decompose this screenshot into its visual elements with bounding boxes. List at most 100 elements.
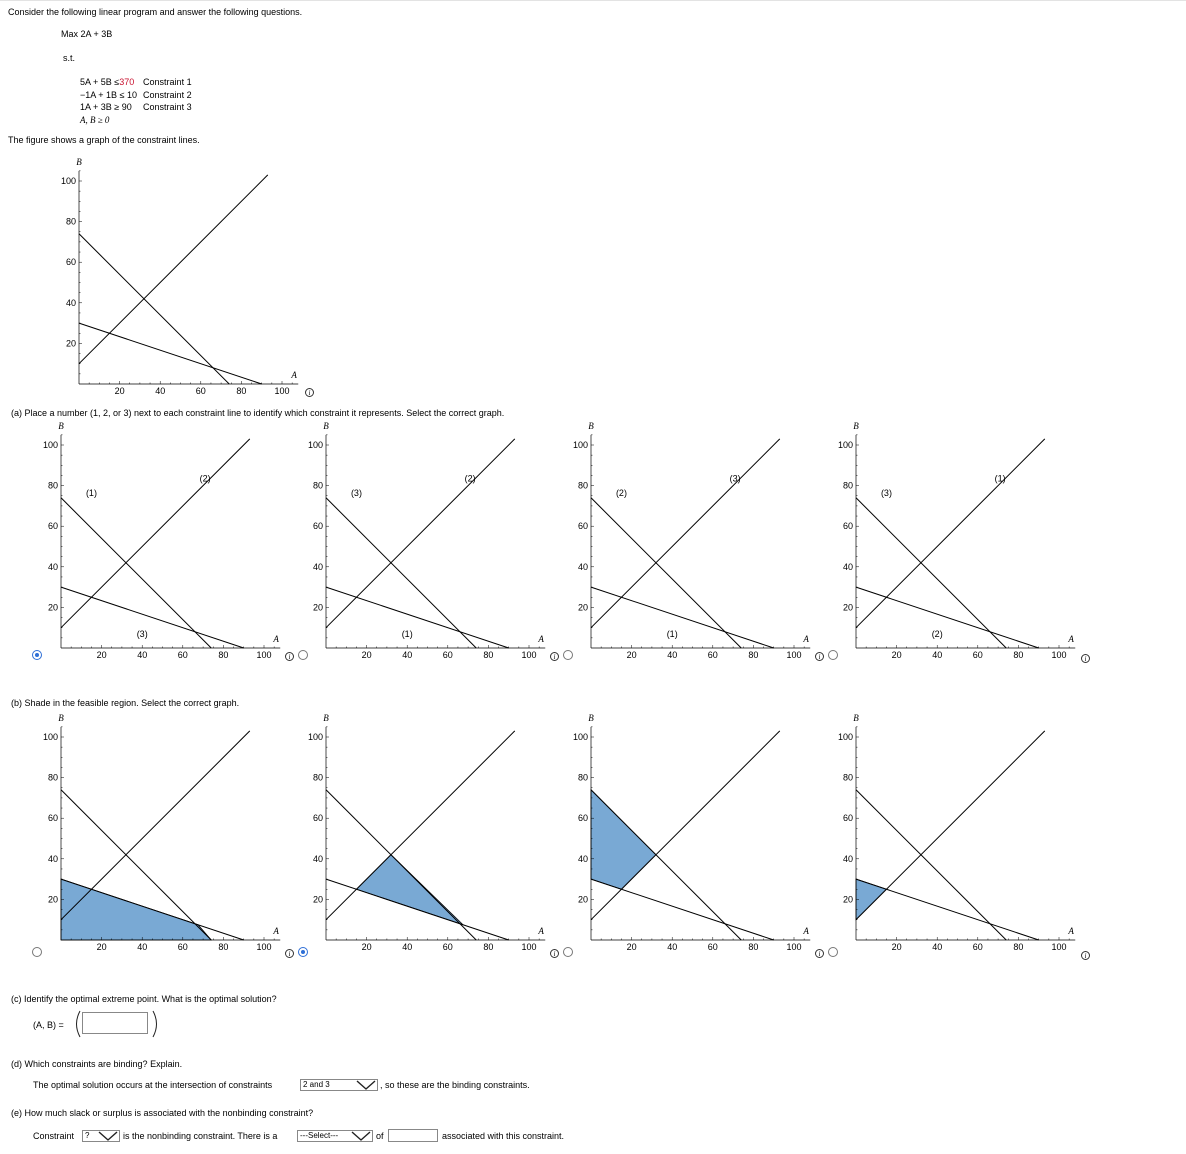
x-tick-label: 80 bbox=[483, 942, 493, 952]
part-b-graph-2: 20 40 60 80 100 100 80 60 40 20 A B bbox=[308, 713, 546, 952]
y-tick-label: 100 bbox=[838, 732, 853, 742]
x-tick-label: 100 bbox=[1051, 942, 1066, 952]
y-tick-label: 80 bbox=[578, 773, 588, 783]
y-tick-label: 40 bbox=[313, 854, 323, 864]
part-d-suffix: , so these are the binding constraints. bbox=[380, 1080, 530, 1090]
part-a-option-1-radio[interactable] bbox=[32, 650, 42, 660]
part-b-option-1-radio[interactable] bbox=[32, 947, 42, 957]
part-a-option-2-radio[interactable] bbox=[298, 650, 308, 660]
part-b-option-2-radio[interactable] bbox=[298, 947, 308, 957]
part-b-option-4-radio[interactable] bbox=[828, 947, 838, 957]
constraint-2-line bbox=[590, 438, 781, 629]
constraint-3-line bbox=[855, 878, 1039, 941]
y-tick-label: 60 bbox=[843, 813, 853, 823]
y-tick-label: 20 bbox=[843, 602, 853, 612]
y-tick-label: 20 bbox=[313, 894, 323, 904]
constraints-table: 5A + 5B ≤370 Constraint 1 −1A + 1B ≤ 10 … bbox=[80, 76, 198, 126]
x-tick-label: 60 bbox=[708, 650, 718, 660]
solution-input[interactable] bbox=[82, 1012, 148, 1034]
y-tick-label: 20 bbox=[578, 894, 588, 904]
nonbinding-constraint-select[interactable]: ? bbox=[82, 1130, 120, 1142]
constraint-2-line bbox=[855, 438, 1046, 629]
part-b-option-3-radio[interactable] bbox=[563, 947, 573, 957]
y-tick-label: 100 bbox=[61, 176, 76, 186]
constraint-3-line bbox=[78, 322, 262, 385]
y-tick-label: 20 bbox=[578, 602, 588, 612]
constraint-1-line bbox=[60, 789, 212, 941]
objective: Max 2A + 3B bbox=[61, 29, 113, 39]
x-tick-label: 40 bbox=[667, 942, 677, 952]
y-tick-label: 80 bbox=[48, 773, 58, 783]
y-axis-label: B bbox=[853, 421, 859, 431]
info-icon[interactable]: i bbox=[1081, 654, 1090, 663]
x-tick-label: 100 bbox=[274, 386, 289, 396]
constraint-2-line bbox=[590, 730, 781, 921]
constraint-1-line bbox=[855, 789, 1007, 941]
info-icon[interactable]: i bbox=[285, 949, 294, 958]
y-tick-label: 40 bbox=[313, 562, 323, 572]
chevron-down-icon bbox=[356, 1080, 376, 1090]
x-tick-label: 60 bbox=[973, 942, 983, 952]
part-b-graph-4: 20 40 60 80 100 100 80 60 40 20 A B bbox=[838, 713, 1076, 952]
y-tick-label: 20 bbox=[48, 894, 58, 904]
info-icon[interactable]: i bbox=[285, 652, 294, 661]
x-tick-label: 100 bbox=[786, 650, 801, 660]
part-b-question: (b) Shade in the feasible region. Select… bbox=[11, 698, 240, 708]
y-tick-label: 40 bbox=[843, 562, 853, 572]
part-a-option-4-radio[interactable] bbox=[828, 650, 838, 660]
x-axis-label: A bbox=[272, 926, 279, 936]
feasible-region bbox=[855, 878, 888, 921]
x-tick-label: 100 bbox=[521, 942, 536, 952]
slack-surplus-input[interactable] bbox=[388, 1129, 438, 1142]
y-tick-label: 100 bbox=[573, 440, 588, 450]
y-tick-label: 100 bbox=[838, 440, 853, 450]
line-label: (2) bbox=[932, 629, 943, 639]
slack-surplus-select[interactable]: ---Select--- bbox=[297, 1130, 373, 1142]
x-axis-label: A bbox=[537, 926, 544, 936]
y-tick-label: 20 bbox=[843, 894, 853, 904]
y-tick-label: 40 bbox=[578, 562, 588, 572]
x-tick-label: 40 bbox=[402, 650, 412, 660]
part-d-question: (d) Which constraints are binding? Expla… bbox=[11, 1059, 183, 1069]
constraint-3-line bbox=[855, 586, 1039, 649]
info-icon[interactable]: i bbox=[815, 652, 824, 661]
y-tick-label: 60 bbox=[843, 521, 853, 531]
close-paren-icon bbox=[152, 1010, 157, 1038]
binding-constraints-select[interactable]: 2 and 3 bbox=[300, 1079, 378, 1091]
y-tick-label: 40 bbox=[48, 562, 58, 572]
info-icon[interactable]: i bbox=[550, 652, 559, 661]
x-tick-label: 60 bbox=[708, 942, 718, 952]
part-a-option-3-radio[interactable] bbox=[563, 650, 573, 660]
info-icon[interactable]: i bbox=[305, 388, 314, 397]
y-tick-label: 60 bbox=[48, 813, 58, 823]
x-tick-label: 100 bbox=[521, 650, 536, 660]
info-icon[interactable]: i bbox=[1081, 951, 1090, 960]
constraint-3-line bbox=[590, 586, 774, 649]
line-label: (3) bbox=[730, 474, 741, 484]
y-tick-label: 20 bbox=[66, 338, 76, 348]
info-icon[interactable]: i bbox=[815, 949, 824, 958]
x-axis-label: A bbox=[290, 370, 297, 380]
y-tick-label: 80 bbox=[843, 481, 853, 491]
y-axis-label: B bbox=[58, 421, 64, 431]
y-tick-label: 80 bbox=[66, 217, 76, 227]
y-tick-label: 100 bbox=[43, 440, 58, 450]
part-e-prefix: Constraint bbox=[33, 1131, 75, 1141]
constraint-1-line bbox=[590, 789, 742, 941]
info-icon[interactable]: i bbox=[550, 949, 559, 958]
subject-to: s.t. bbox=[63, 53, 76, 63]
constraint-2-line bbox=[60, 730, 251, 921]
feasible-region bbox=[590, 788, 657, 890]
x-tick-label: 80 bbox=[218, 650, 228, 660]
x-axis-label: A bbox=[537, 634, 544, 644]
constraint-2-line bbox=[78, 174, 269, 365]
constraint-row: 1A + 3B ≥ 90 Constraint 3 bbox=[80, 102, 192, 113]
part-e-of: of bbox=[376, 1131, 384, 1141]
y-tick-label: 40 bbox=[66, 298, 76, 308]
constraint-graph: 20 40 60 80 100 100 80 60 40 20 A B bbox=[61, 157, 299, 396]
y-tick-label: 80 bbox=[578, 481, 588, 491]
y-tick-label: 40 bbox=[578, 854, 588, 864]
x-axis-label: A bbox=[802, 634, 809, 644]
y-tick-label: 40 bbox=[843, 854, 853, 864]
x-tick-label: 100 bbox=[256, 650, 271, 660]
